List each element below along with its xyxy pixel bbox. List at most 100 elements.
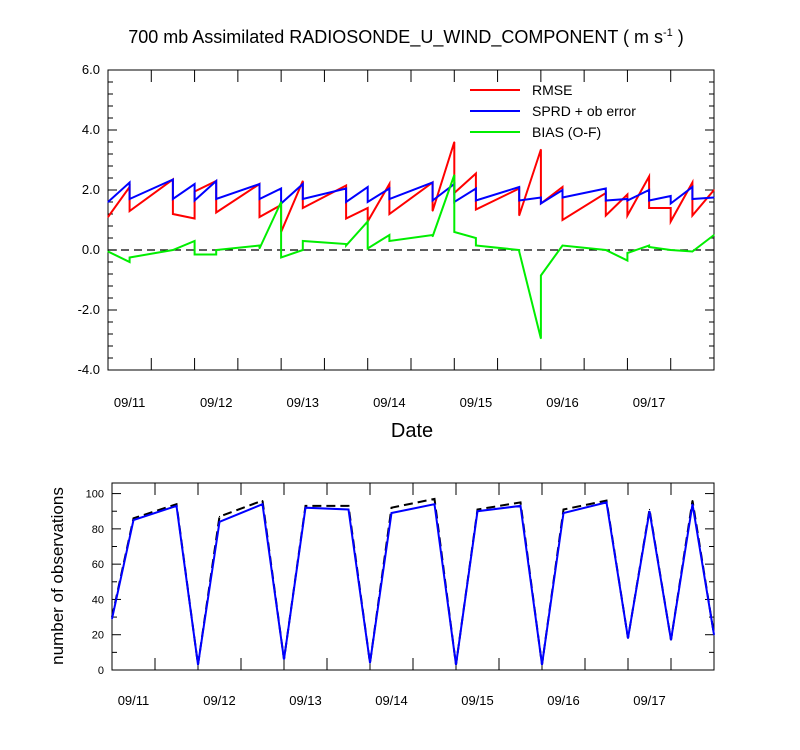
top-series-1-point [670, 195, 672, 197]
legend-label-0: RMSE [532, 82, 572, 98]
top-series-2-point [388, 240, 390, 242]
bottom-ytick-label: 0 [98, 665, 104, 677]
bottom-series-0-point [648, 508, 651, 511]
bottom-series-1-point [648, 510, 651, 512]
top-series-0-point [626, 214, 629, 217]
top-series-line-1 [107, 177, 715, 206]
top-series-0-point [129, 210, 131, 212]
top-series-1-point [475, 199, 477, 202]
top-xtick-label: 09/14 [373, 395, 406, 410]
bottom-chart-ylabel: number of observations [48, 487, 67, 665]
top-series-1-point [626, 198, 629, 200]
bottom-ytick-label: 60 [92, 559, 104, 571]
top-series-1-point [432, 199, 434, 202]
legend-label-1: SPRD + ob error [532, 103, 636, 119]
top-series-2-point [258, 244, 261, 247]
top-series-2-point [367, 247, 369, 250]
top-series-0-point [215, 211, 217, 214]
top-series-2-point [605, 249, 607, 251]
top-xtick-label: 09/11 [114, 395, 146, 410]
top-series-0-point [670, 220, 672, 223]
top-series-1-point [475, 187, 477, 190]
bottom-series-1-point [197, 664, 199, 666]
bottom-series-1-point [605, 501, 608, 504]
top-xtick-label: 09/15 [460, 395, 493, 410]
top-series-1-point [691, 186, 693, 188]
title-main: 700 mb Assimilated RADIOSONDE_U_WIND_COM… [128, 27, 663, 48]
top-series-2-point [453, 174, 455, 176]
top-series-1-point [518, 186, 520, 188]
top-series-1-point [258, 198, 261, 200]
top-series-2-point [561, 244, 564, 247]
top-series-2-point [475, 237, 477, 239]
bottom-xtick-label: 09/17 [633, 693, 666, 708]
top-series-2-point [280, 256, 282, 259]
top-series-1-point [172, 198, 174, 200]
top-ytick-label: 2.0 [82, 182, 100, 197]
top-series-1-point [561, 189, 564, 191]
top-series-1-point [605, 199, 607, 202]
top-series-2-point [129, 261, 131, 263]
top-series-2-point [367, 220, 369, 223]
top-series-0-point [258, 216, 261, 218]
top-series-0-point [561, 186, 564, 188]
top-series-1-point [691, 198, 693, 200]
bottom-chart: 0 20 40 60 80 100 09/11 09/12 09/13 09/14 09/15 09/… [86, 482, 715, 708]
top-series-0-point [453, 141, 455, 143]
bottom-series-0-point [261, 500, 264, 502]
top-series-0-point [388, 213, 390, 215]
top-series-1-point [345, 201, 347, 203]
bottom-xtick-label: 09/15 [461, 693, 494, 708]
top-series-1-point [302, 183, 304, 185]
bottom-series-0-point [691, 500, 694, 502]
top-series-2-point [302, 249, 304, 251]
top-series-0-point [540, 148, 542, 151]
top-series-1-point [193, 199, 196, 202]
top-chart-title: 700 mb Assimilated RADIOSONDE_U_WIND_COM… [128, 27, 684, 48]
top-series-1-point [388, 187, 390, 190]
top-series-1-point [215, 198, 217, 200]
bottom-xtick-label: 09/11 [118, 693, 150, 708]
top-series-2-point [193, 253, 196, 256]
top-series-1-point [648, 199, 650, 202]
bottom-series-1-point [304, 507, 307, 509]
bottom-series-1-point [541, 664, 543, 666]
bottom-series-0-point [347, 505, 350, 507]
top-series-1-point [540, 202, 542, 205]
top-ytick-label: 0.0 [82, 242, 100, 257]
top-series-0-point [388, 183, 390, 185]
top-ytick-label: -2.0 [78, 302, 100, 317]
top-series-2-point [432, 235, 434, 238]
top-ytick-label: -4.0 [78, 362, 100, 377]
top-series-1-point [345, 187, 347, 190]
top-series-2-point [193, 240, 196, 242]
top-series-0-point [475, 208, 477, 211]
top-series-1-point [367, 201, 369, 203]
top-xtick-label: 09/16 [546, 395, 579, 410]
top-series-1-point [172, 178, 174, 181]
top-series-1-point [215, 180, 217, 182]
top-series-1-point [670, 202, 672, 205]
top-series-0-point [561, 219, 564, 221]
top-series-0-point [648, 175, 650, 178]
title-end: ) [673, 27, 684, 47]
top-series-0-point [713, 189, 715, 191]
top-series-2-point [302, 240, 304, 242]
top-series-1-point [432, 181, 434, 184]
top-series-2-point [648, 244, 650, 247]
legend-label-2: BIAS (O-F) [532, 124, 601, 140]
bottom-xtick-label: 09/14 [375, 693, 408, 708]
title-superscript: -1 [663, 27, 673, 39]
top-series-2-point [518, 249, 520, 251]
top-series-1-point [129, 198, 131, 200]
top-series-1-point [302, 198, 304, 200]
top-series-1-point [258, 183, 261, 185]
bottom-series-1-point [562, 512, 565, 514]
top-series-0-point [302, 207, 304, 209]
top-series-2-point [691, 250, 693, 253]
top-xtick-label: 09/17 [633, 395, 666, 410]
bottom-series-0-point [218, 515, 221, 518]
bottom-series-1-point [111, 618, 113, 620]
top-series-2-point [107, 250, 109, 253]
